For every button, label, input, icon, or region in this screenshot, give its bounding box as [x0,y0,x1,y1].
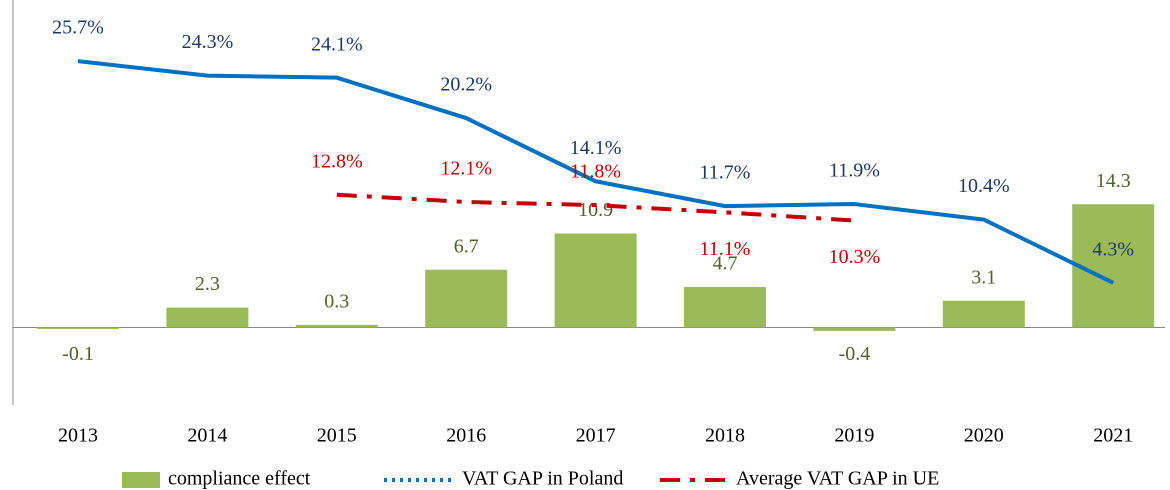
data-label: 11.8% [570,161,621,183]
x-tick-label: 2014 [187,425,227,447]
legend-label: compliance effect [168,468,311,490]
data-label: 10.4% [958,175,1010,197]
x-tick-label: 2013 [58,425,98,447]
x-tick-label: 2018 [705,425,745,447]
bar [295,324,378,328]
x-tick-label: 2017 [576,425,616,447]
bar [684,286,766,328]
data-label: 4.3% [1092,238,1134,260]
data-label: 20.2% [440,74,492,96]
data-label: 0.3 [324,290,349,312]
bar [166,307,249,328]
data-label: 11.7% [700,162,751,184]
bar [813,327,896,331]
data-label: 10.9 [578,199,613,221]
legend-swatch [122,472,160,488]
data-label: 14.3 [1096,170,1131,192]
legend-label: Average VAT GAP in UE [736,468,939,490]
bar [37,327,119,329]
data-label: 24.1% [311,33,363,55]
x-tick-label: 2019 [834,425,874,447]
data-label: 4.7 [713,253,738,275]
data-label: 11.1% [700,238,751,260]
data-label: 2.3 [195,273,220,295]
bar [1072,204,1155,328]
bar [425,269,508,328]
x-tick-label: 2020 [964,425,1004,447]
data-label: 11.9% [829,160,880,182]
line [77,59,1115,285]
data-label: 24.3% [182,31,234,53]
x-tick-label: 2015 [317,425,357,447]
x-tick-label: 2016 [446,425,486,447]
data-label: -0.1 [62,343,94,365]
data-label: 12.8% [311,150,363,172]
data-label: 12.1% [440,158,492,180]
x-tick-label: 2021 [1093,425,1133,447]
data-label: 3.1 [971,266,996,288]
data-label: 14.1% [570,137,622,159]
bar [942,300,1025,328]
data-label: -0.4 [839,343,871,365]
data-label: 25.7% [52,17,104,39]
bar [554,233,637,328]
legend-label: VAT GAP in Poland [462,468,623,490]
line [336,192,855,223]
data-label: 6.7 [454,235,479,257]
data-label: 10.3% [829,246,881,268]
